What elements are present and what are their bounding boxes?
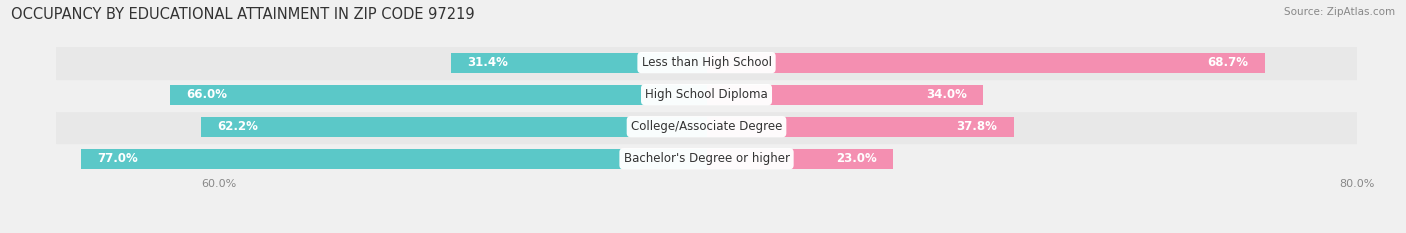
Text: 23.0%: 23.0% — [837, 152, 877, 165]
Text: Source: ZipAtlas.com: Source: ZipAtlas.com — [1284, 7, 1395, 17]
Bar — [201, 117, 707, 137]
Bar — [451, 53, 707, 72]
Text: Bachelor's Degree or higher: Bachelor's Degree or higher — [623, 152, 790, 165]
Bar — [707, 85, 983, 105]
Text: High School Diploma: High School Diploma — [645, 88, 768, 101]
Text: Less than High School: Less than High School — [641, 56, 772, 69]
Bar — [56, 79, 1357, 111]
Bar — [707, 53, 1265, 72]
Bar — [170, 85, 707, 105]
Bar — [707, 117, 1014, 137]
Bar — [80, 149, 707, 169]
Bar — [56, 47, 1357, 79]
Bar — [56, 143, 1357, 175]
Text: 31.4%: 31.4% — [468, 56, 509, 69]
Bar — [56, 111, 1357, 143]
Text: 34.0%: 34.0% — [925, 88, 967, 101]
Text: 66.0%: 66.0% — [186, 88, 228, 101]
Text: 37.8%: 37.8% — [956, 120, 997, 133]
Text: College/Associate Degree: College/Associate Degree — [631, 120, 782, 133]
Text: 62.2%: 62.2% — [217, 120, 259, 133]
Text: 77.0%: 77.0% — [97, 152, 138, 165]
Text: OCCUPANCY BY EDUCATIONAL ATTAINMENT IN ZIP CODE 97219: OCCUPANCY BY EDUCATIONAL ATTAINMENT IN Z… — [11, 7, 475, 22]
Bar — [707, 149, 893, 169]
Text: 68.7%: 68.7% — [1208, 56, 1249, 69]
